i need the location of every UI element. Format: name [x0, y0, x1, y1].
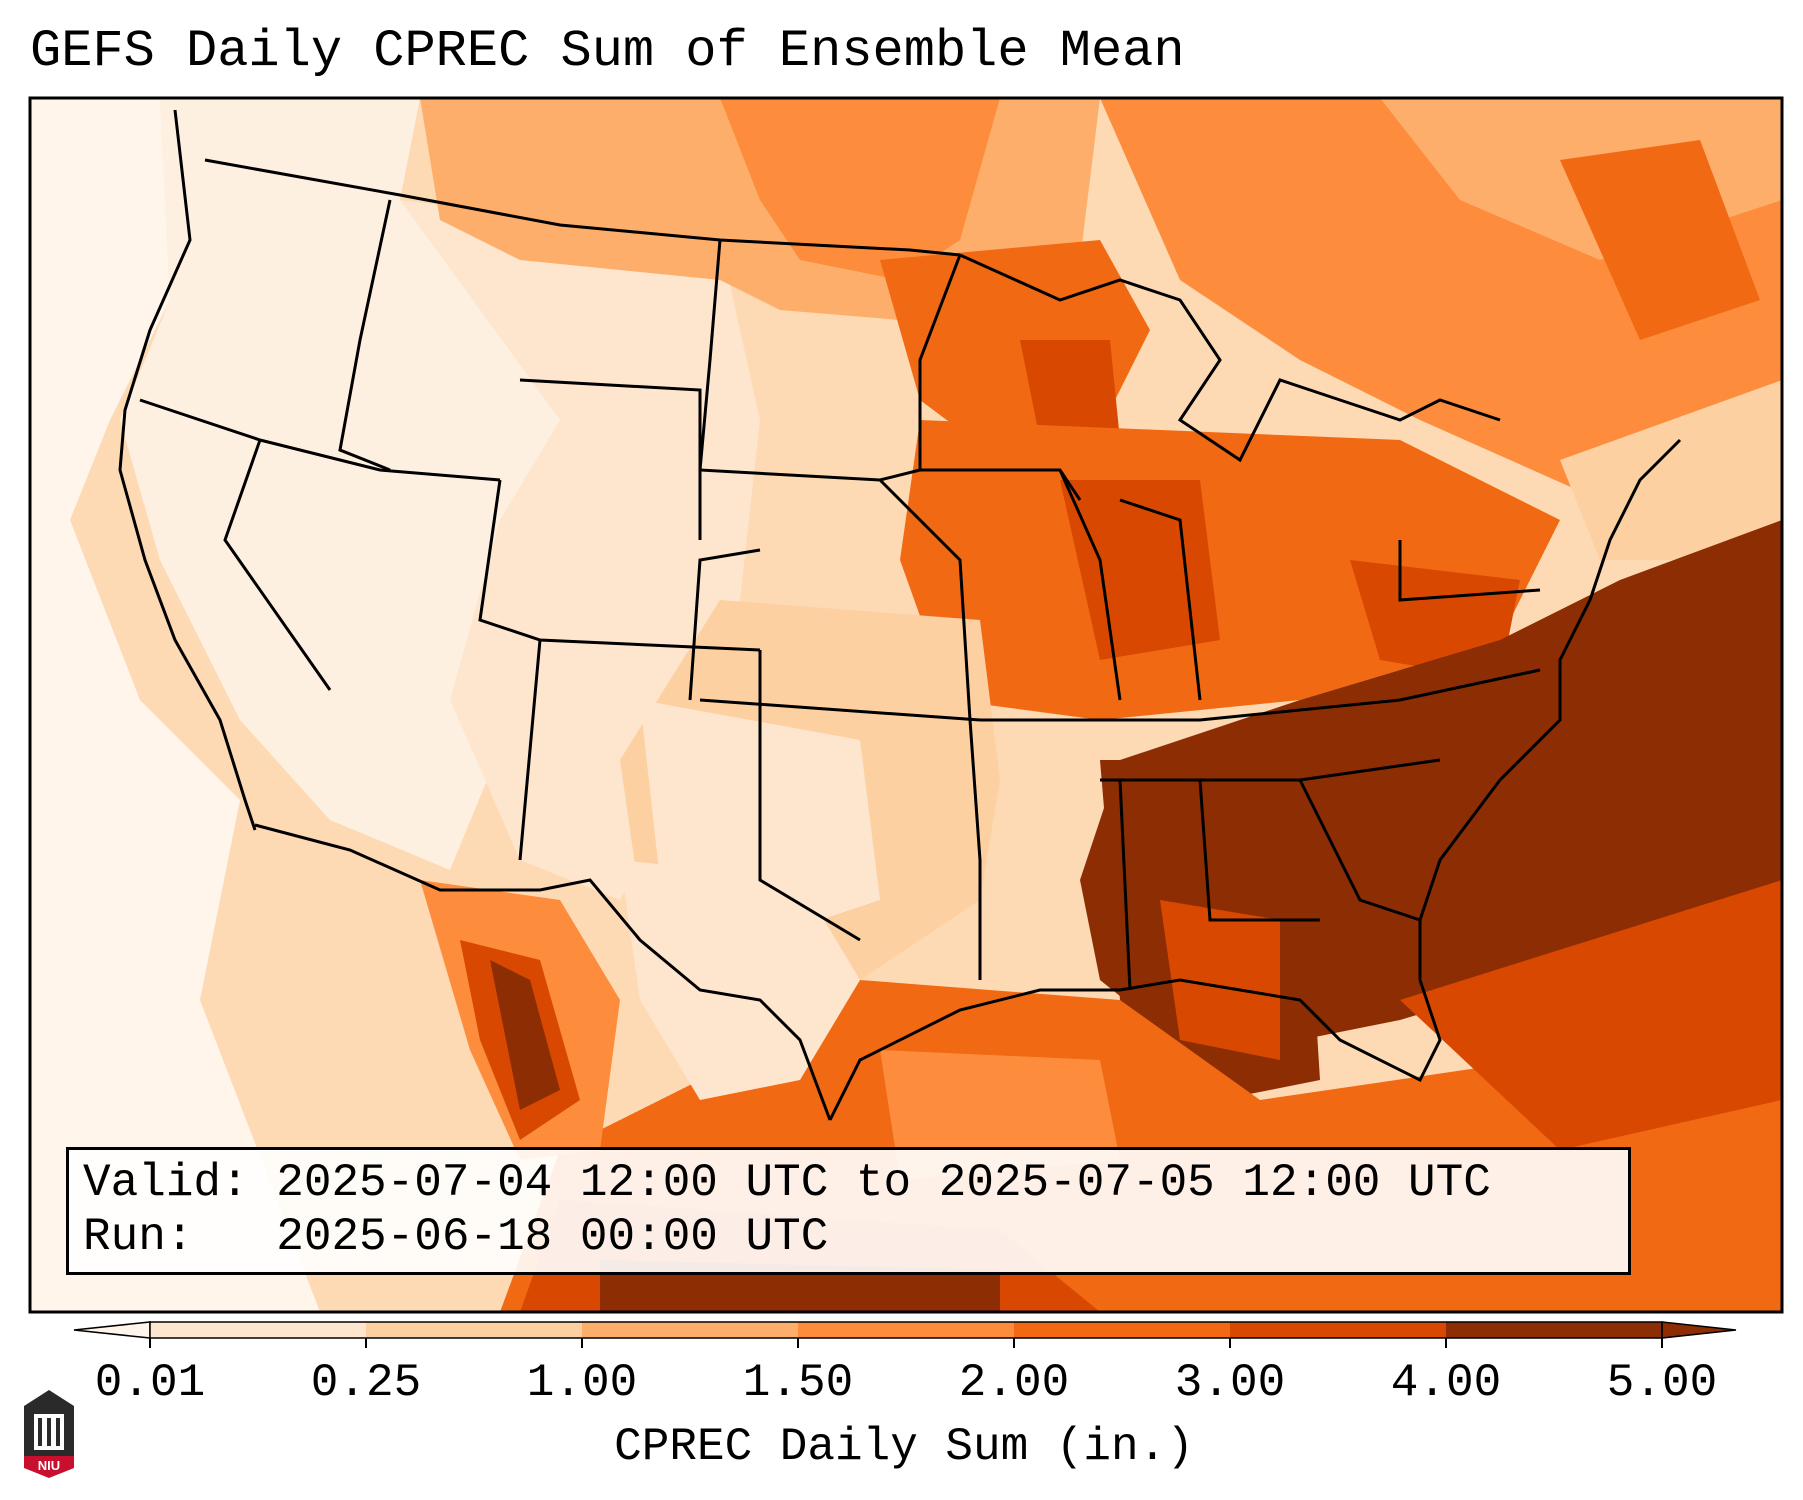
map-frame	[28, 96, 1784, 1314]
colorbar-tick-label: 4.00	[1390, 1357, 1502, 1409]
colorbar-label: CPREC Daily Sum (in.)	[614, 1421, 1194, 1473]
colorbar-tick-label: 2.00	[958, 1357, 1070, 1409]
precip-field	[30, 98, 1782, 1312]
niu-logo-text: NIU	[38, 1458, 60, 1473]
niu-logo: NIU	[24, 1390, 74, 1478]
valid-run-info-box: Valid: 2025-07-04 12:00 UTC to 2025-07-0…	[66, 1147, 1631, 1275]
valid-time-text: Valid: 2025-07-04 12:00 UTC to 2025-07-0…	[83, 1157, 1491, 1209]
boundary-lines	[118, 109, 1682, 1121]
colorbar-tick-label: 1.00	[526, 1357, 638, 1409]
chart-title: GEFS Daily CPREC Sum of Ensemble Mean	[30, 22, 1185, 81]
colorbar-tick-label: 3.00	[1174, 1357, 1286, 1409]
run-time-text: Run: 2025-06-18 00:00 UTC	[83, 1211, 829, 1263]
colorbar-tick-label: 0.01	[94, 1357, 206, 1409]
colorbar-tick-label: 5.00	[1606, 1357, 1718, 1409]
colorbar-tick-label: 0.25	[310, 1357, 422, 1409]
colorbar-tick-label: 1.50	[742, 1357, 854, 1409]
